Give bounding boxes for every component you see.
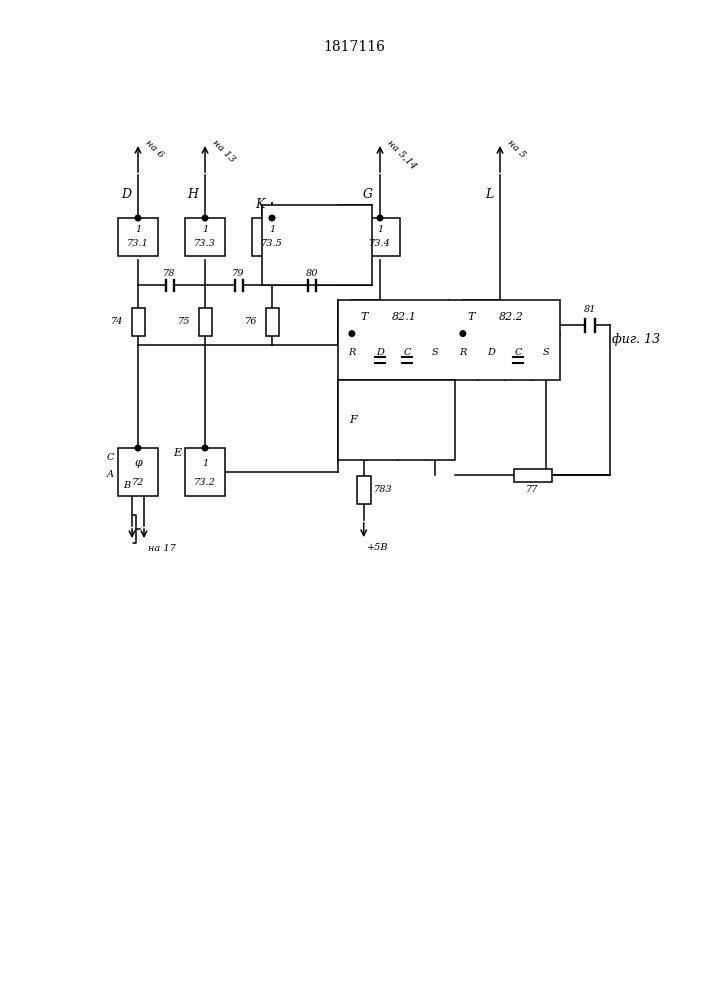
Text: A: A	[107, 470, 114, 479]
Bar	[252, 218, 292, 256]
Circle shape	[349, 331, 355, 336]
Text: C: C	[404, 348, 411, 357]
Text: D: D	[486, 348, 495, 357]
Circle shape	[378, 215, 382, 221]
Text: +5B: +5B	[367, 543, 388, 552]
Bar	[513, 468, 551, 482]
Bar	[357, 476, 370, 504]
Text: 76: 76	[245, 318, 257, 326]
Bar	[338, 300, 560, 380]
Text: фиг. 13: фиг. 13	[612, 334, 660, 347]
Text: 78: 78	[163, 268, 176, 277]
Text: T: T	[361, 312, 368, 322]
Text: на 6: на 6	[144, 138, 165, 160]
Text: F: F	[349, 415, 357, 425]
Text: 74: 74	[110, 318, 123, 326]
Text: D: D	[121, 188, 131, 202]
Text: на 17: на 17	[148, 544, 176, 553]
Text: B: B	[123, 481, 130, 490]
Text: 73.5: 73.5	[261, 239, 283, 248]
Text: φ: φ	[134, 458, 142, 468]
Text: 82.2: 82.2	[498, 312, 524, 322]
Text: S: S	[432, 348, 438, 357]
Text: на 5,14: на 5,14	[386, 138, 419, 171]
Bar	[338, 380, 455, 460]
Text: 72: 72	[132, 478, 144, 487]
Bar	[132, 308, 144, 336]
Text: H: H	[187, 188, 198, 202]
Text: G: G	[363, 188, 373, 202]
Text: 1: 1	[202, 225, 208, 234]
Bar	[360, 218, 400, 256]
Text: 1817116: 1817116	[323, 40, 385, 54]
Text: 79: 79	[233, 268, 245, 277]
Text: E: E	[173, 448, 181, 458]
Text: R: R	[348, 348, 356, 357]
Text: на 5: на 5	[506, 138, 527, 160]
Text: 82.1: 82.1	[392, 312, 417, 322]
Text: 81: 81	[584, 304, 596, 314]
Bar	[118, 448, 158, 496]
Text: 75: 75	[177, 318, 190, 326]
Circle shape	[135, 445, 141, 451]
Text: 73.3: 73.3	[194, 239, 216, 248]
Text: 73.4: 73.4	[369, 239, 391, 248]
Text: 77: 77	[526, 486, 539, 494]
Text: 1: 1	[135, 225, 141, 234]
Text: 1: 1	[377, 225, 383, 234]
Circle shape	[460, 331, 466, 336]
Text: L: L	[485, 188, 493, 202]
Text: S: S	[543, 348, 549, 357]
Text: K: K	[256, 198, 265, 212]
Text: 80: 80	[305, 268, 318, 277]
Circle shape	[202, 215, 208, 221]
Bar	[262, 205, 372, 285]
Text: на 13: на 13	[211, 138, 237, 164]
Circle shape	[269, 215, 275, 221]
Text: 73.1: 73.1	[127, 239, 149, 248]
Text: 1: 1	[269, 225, 275, 234]
Text: 73.2: 73.2	[194, 478, 216, 487]
Bar	[199, 308, 211, 336]
Bar	[118, 218, 158, 256]
Text: R: R	[459, 348, 467, 357]
Bar	[185, 218, 225, 256]
Bar	[266, 308, 279, 336]
Text: 1: 1	[202, 459, 208, 468]
Text: T: T	[467, 312, 475, 322]
Text: D: D	[375, 348, 384, 357]
Text: C: C	[107, 453, 114, 462]
Text: 783: 783	[374, 486, 392, 494]
Circle shape	[202, 445, 208, 451]
Circle shape	[135, 215, 141, 221]
Bar	[185, 448, 225, 496]
Text: C: C	[515, 348, 522, 357]
